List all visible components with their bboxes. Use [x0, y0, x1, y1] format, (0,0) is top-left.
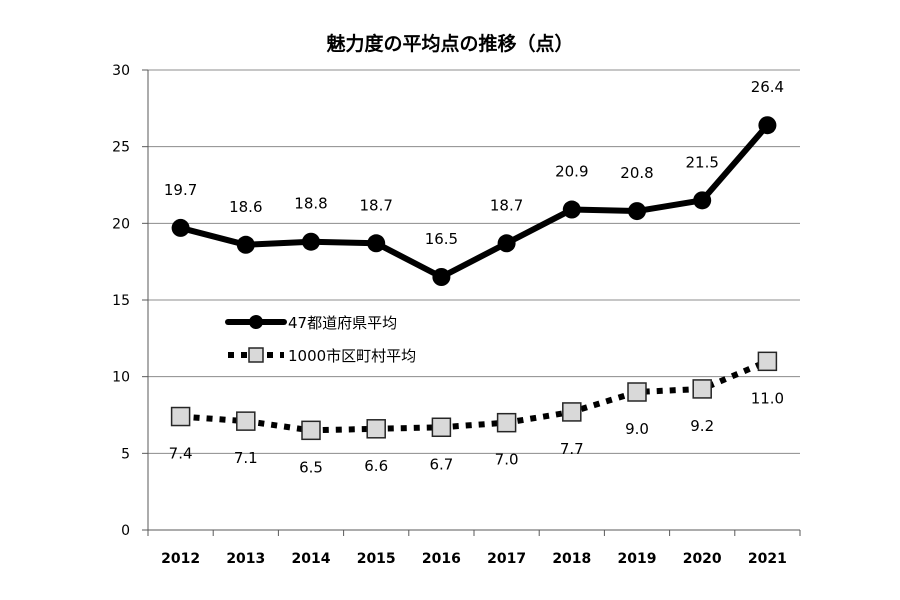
y-tick-label: 10	[112, 370, 130, 386]
legend-marker-municipal	[248, 347, 264, 363]
x-tick-label: 2016	[422, 551, 461, 567]
data-label-municipal: 6.5	[299, 458, 323, 476]
x-tick-label: 2013	[226, 551, 265, 567]
x-tick-label: 2019	[618, 551, 657, 567]
x-tick-label: 2014	[292, 551, 331, 567]
legend-label-municipal: 1000市区町村平均	[288, 347, 416, 365]
data-label-prefecture: 19.7	[164, 181, 197, 199]
series-line-prefecture-average	[177, 122, 771, 280]
point-municipal-2019	[627, 382, 647, 402]
point-municipal-2017	[496, 412, 517, 433]
y-tick-label: 25	[112, 140, 130, 156]
chart-title: 魅力度の平均点の推移（点）	[326, 32, 573, 55]
data-label-municipal: 9.2	[690, 417, 714, 435]
point-prefecture-2017	[497, 234, 516, 253]
point-prefecture-2021	[758, 116, 777, 135]
data-label-prefecture: 21.5	[685, 153, 718, 171]
x-tick-label: 2015	[357, 551, 396, 567]
axes: 0 5 10 15 20 25 30 2012 2013 2014 2015 2016 2017 2018…	[112, 63, 801, 567]
point-prefecture-2020	[693, 191, 712, 210]
x-tick-label: 2021	[748, 551, 787, 567]
data-label-prefecture: 18.7	[490, 196, 523, 214]
x-tick-label: 2012	[161, 551, 200, 567]
data-label-municipal: 11.0	[751, 389, 784, 407]
data-label-municipal: 7.7	[560, 440, 584, 458]
data-label-prefecture: 20.9	[555, 163, 588, 181]
point-prefecture-2018	[562, 200, 581, 219]
point-prefecture-2015	[367, 234, 386, 253]
point-prefecture-2012	[171, 218, 190, 237]
data-label-prefecture: 26.4	[751, 78, 784, 96]
point-municipal-2012	[170, 406, 191, 427]
x-tick-label: 2020	[683, 551, 722, 567]
data-label-municipal: 7.1	[234, 449, 258, 467]
point-municipal-2013	[236, 411, 256, 431]
y-tick-label: 5	[121, 446, 130, 462]
data-label-prefecture: 18.8	[294, 195, 327, 213]
data-label-municipal: 6.7	[429, 455, 453, 473]
point-prefecture-2013	[236, 235, 255, 254]
y-tick-label: 0	[121, 523, 130, 539]
y-tick-label: 20	[112, 216, 130, 232]
legend: 47都道府県平均 1000市区町村平均	[225, 314, 416, 365]
y-tick-label: 30	[112, 63, 130, 79]
data-label-prefecture: 20.8	[620, 164, 653, 182]
point-prefecture-2016	[432, 268, 451, 286]
point-municipal-2018	[562, 402, 582, 422]
point-municipal-2016	[431, 417, 452, 438]
point-municipal-2020	[692, 379, 712, 399]
data-label-prefecture: 18.6	[229, 198, 262, 216]
series-line-municipal-average	[180, 358, 769, 434]
data-label-prefecture: 18.7	[359, 196, 392, 214]
data-labels: 19.7 18.6 18.8 18.7 16.5 18.7 20.9 20.8 21.5 26.4…	[164, 78, 784, 476]
gridlines	[148, 69, 800, 454]
legend-label-prefecture: 47都道府県平均	[288, 314, 397, 332]
data-label-municipal: 7.0	[495, 451, 519, 469]
data-label-municipal: 7.4	[169, 445, 193, 463]
point-prefecture-2014	[302, 232, 320, 251]
point-municipal-2015	[366, 419, 386, 439]
x-tick-label: 2018	[552, 551, 591, 567]
x-tick-label: 2017	[487, 551, 526, 567]
point-municipal-2014	[301, 420, 321, 441]
series-group	[170, 116, 778, 441]
point-prefecture-2019	[628, 202, 646, 221]
data-label-municipal: 9.0	[625, 420, 649, 438]
point-municipal-2021	[757, 351, 778, 372]
y-tick-label: 15	[112, 293, 130, 309]
data-label-prefecture: 16.5	[425, 230, 458, 248]
data-label-municipal: 6.6	[364, 457, 388, 475]
legend-marker-prefecture	[249, 315, 263, 329]
